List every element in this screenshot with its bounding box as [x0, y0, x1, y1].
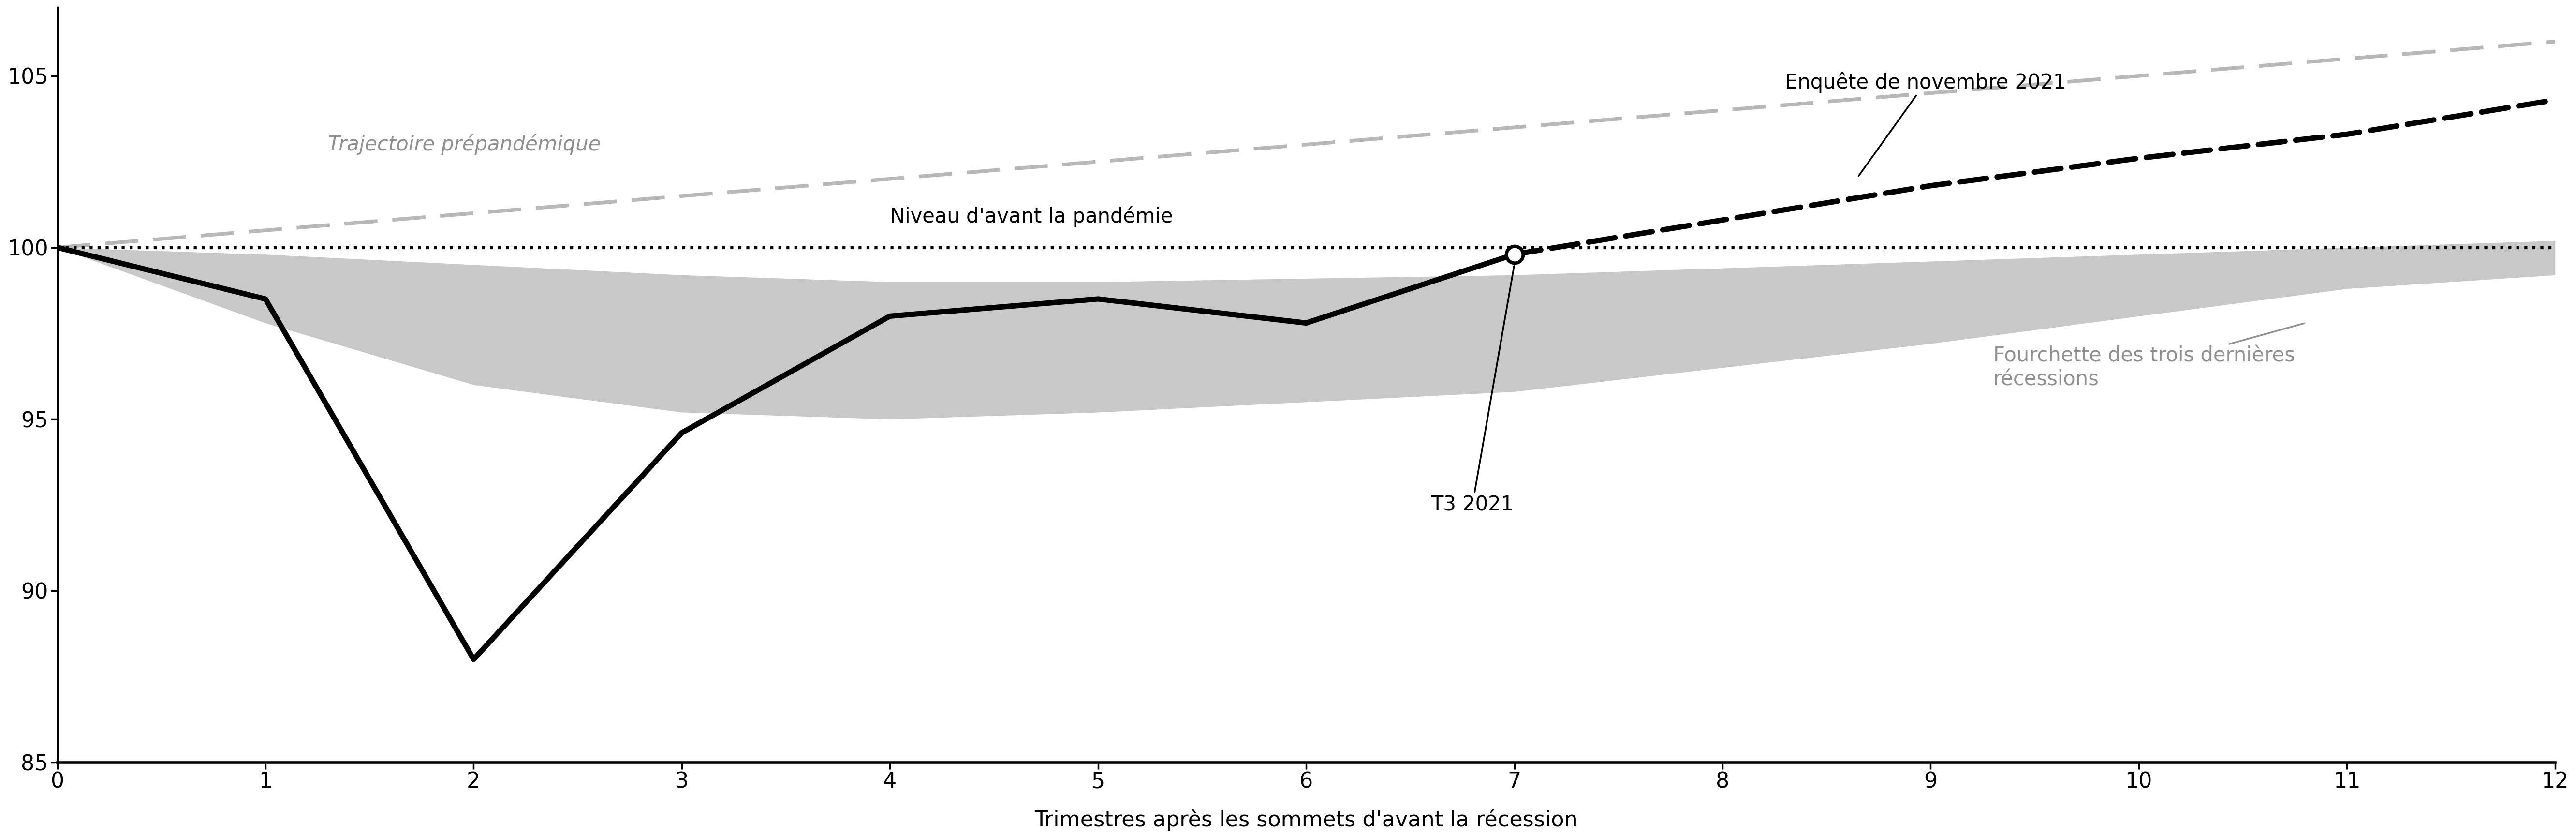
Text: Niveau d'avant la pandémie: Niveau d'avant la pandémie: [889, 206, 1172, 227]
Text: Fourchette des trois dernières
récessions: Fourchette des trois dernières récession…: [1994, 323, 2303, 390]
Text: Enquête de novembre 2021: Enquête de novembre 2021: [1785, 72, 2066, 176]
X-axis label: Trimestres après les sommets d'avant la récession: Trimestres après les sommets d'avant la …: [1036, 809, 1579, 830]
Text: Trajectoire prépandémique: Trajectoire prépandémique: [327, 134, 600, 155]
Text: T3 2021: T3 2021: [1432, 266, 1515, 515]
